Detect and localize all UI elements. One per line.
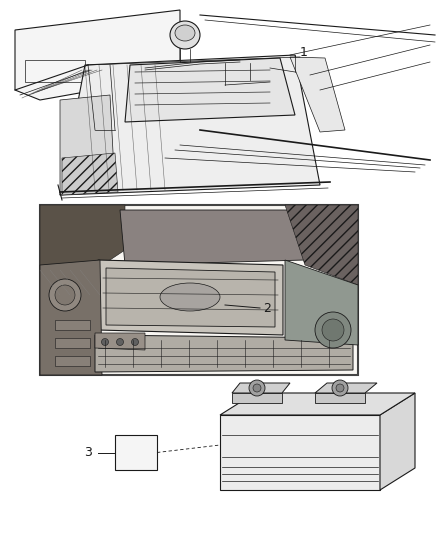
Ellipse shape bbox=[175, 25, 195, 41]
Polygon shape bbox=[60, 55, 320, 195]
Circle shape bbox=[102, 338, 109, 345]
Polygon shape bbox=[98, 260, 283, 335]
Polygon shape bbox=[95, 333, 145, 350]
Circle shape bbox=[315, 312, 351, 348]
Circle shape bbox=[131, 338, 138, 345]
Circle shape bbox=[336, 384, 344, 392]
Polygon shape bbox=[62, 153, 118, 195]
Polygon shape bbox=[285, 260, 358, 345]
Circle shape bbox=[322, 319, 344, 341]
Bar bbox=[25, 60, 85, 82]
Polygon shape bbox=[95, 335, 353, 372]
Text: 2: 2 bbox=[263, 302, 271, 314]
Polygon shape bbox=[40, 260, 102, 375]
Polygon shape bbox=[15, 10, 180, 100]
Polygon shape bbox=[380, 393, 415, 490]
Polygon shape bbox=[60, 95, 115, 195]
Polygon shape bbox=[220, 415, 380, 490]
Bar bbox=[115, 435, 157, 470]
Polygon shape bbox=[220, 393, 415, 415]
Polygon shape bbox=[125, 58, 295, 122]
Circle shape bbox=[49, 279, 81, 311]
Circle shape bbox=[55, 285, 75, 305]
Bar bbox=[55, 356, 90, 366]
Text: 3: 3 bbox=[84, 446, 92, 459]
Polygon shape bbox=[106, 268, 275, 327]
Ellipse shape bbox=[170, 21, 200, 49]
Polygon shape bbox=[315, 383, 377, 393]
Polygon shape bbox=[285, 205, 358, 285]
Polygon shape bbox=[232, 383, 290, 393]
Polygon shape bbox=[290, 57, 345, 132]
Circle shape bbox=[332, 380, 348, 396]
Polygon shape bbox=[232, 393, 282, 403]
Circle shape bbox=[253, 384, 261, 392]
Bar bbox=[55, 338, 90, 348]
Bar bbox=[55, 320, 90, 330]
Bar bbox=[40, 205, 358, 375]
Polygon shape bbox=[40, 205, 125, 270]
Circle shape bbox=[249, 380, 265, 396]
Polygon shape bbox=[120, 210, 310, 265]
Ellipse shape bbox=[160, 283, 220, 311]
Circle shape bbox=[117, 338, 124, 345]
Polygon shape bbox=[315, 393, 365, 403]
Text: 1: 1 bbox=[300, 45, 308, 59]
